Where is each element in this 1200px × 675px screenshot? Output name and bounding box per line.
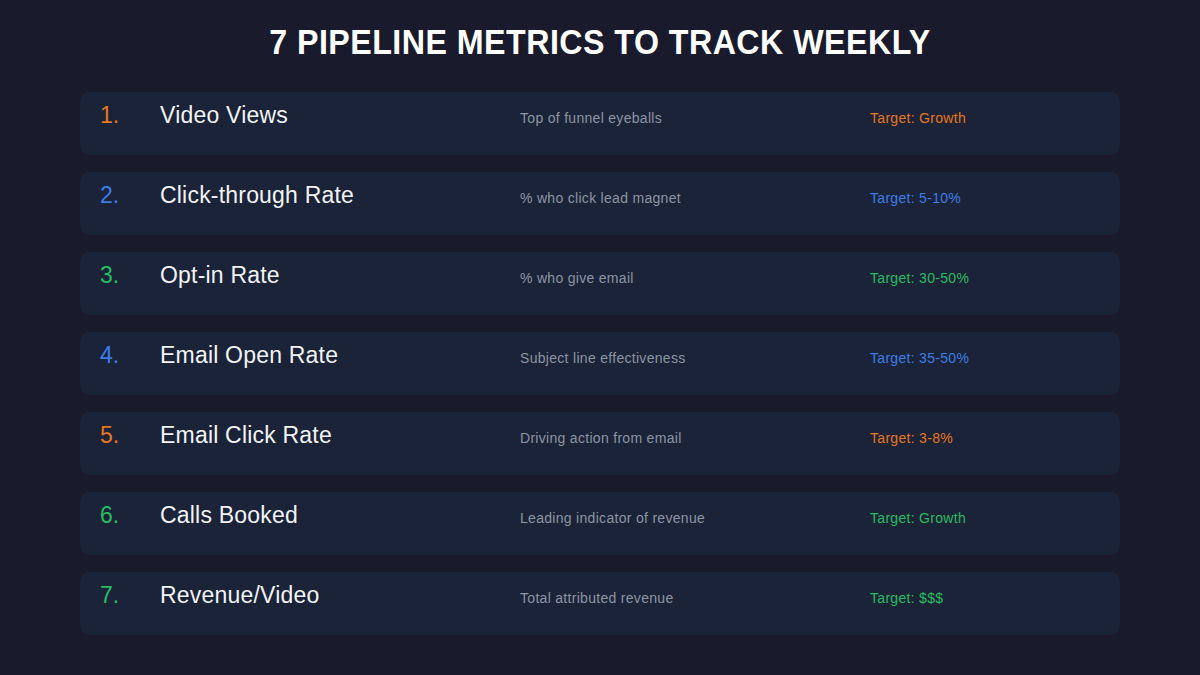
metric-number: 4. xyxy=(100,342,160,369)
metric-description: % who give email xyxy=(520,270,870,286)
metric-number: 5. xyxy=(100,422,160,449)
metric-description: Leading indicator of revenue xyxy=(520,510,870,526)
metric-number: 6. xyxy=(100,502,160,529)
metrics-list: 1. Video Views Top of funnel eyeballs Ta… xyxy=(80,92,1120,652)
metric-target: Target: 3-8% xyxy=(870,430,1120,446)
metric-row: 6. Calls Booked Leading indicator of rev… xyxy=(80,492,1120,555)
metric-target: Target: 5-10% xyxy=(870,190,1120,206)
metric-description: Top of funnel eyeballs xyxy=(520,110,870,126)
page-title: 7 PIPELINE METRICS TO TRACK WEEKLY xyxy=(48,22,1152,62)
metric-row: 2. Click-through Rate % who click lead m… xyxy=(80,172,1120,235)
metric-name: Video Views xyxy=(160,102,520,129)
metric-target: Target: 30-50% xyxy=(870,270,1120,286)
metric-row: 5. Email Click Rate Driving action from … xyxy=(80,412,1120,475)
metric-name: Click-through Rate xyxy=(160,182,520,209)
metric-number: 3. xyxy=(100,262,160,289)
metric-target: Target: Growth xyxy=(870,110,1120,126)
metric-name: Opt-in Rate xyxy=(160,262,520,289)
metric-name: Calls Booked xyxy=(160,502,520,529)
metric-description: % who click lead magnet xyxy=(520,190,870,206)
metric-number: 7. xyxy=(100,582,160,609)
metric-description: Subject line effectiveness xyxy=(520,350,870,366)
metric-row: 3. Opt-in Rate % who give email Target: … xyxy=(80,252,1120,315)
metric-name: Email Open Rate xyxy=(160,342,520,369)
metric-description: Total attributed revenue xyxy=(520,590,870,606)
slide: 7 PIPELINE METRICS TO TRACK WEEKLY 1. Vi… xyxy=(0,0,1200,675)
metric-row: 1. Video Views Top of funnel eyeballs Ta… xyxy=(80,92,1120,155)
metric-description: Driving action from email xyxy=(520,430,870,446)
metric-target: Target: 35-50% xyxy=(870,350,1120,366)
metric-number: 2. xyxy=(100,182,160,209)
metric-name: Email Click Rate xyxy=(160,422,520,449)
metric-row: 7. Revenue/Video Total attributed revenu… xyxy=(80,572,1120,635)
metric-row: 4. Email Open Rate Subject line effectiv… xyxy=(80,332,1120,395)
metric-name: Revenue/Video xyxy=(160,582,520,609)
metric-number: 1. xyxy=(100,102,160,129)
metric-target: Target: $$$ xyxy=(870,590,1120,606)
metric-target: Target: Growth xyxy=(870,510,1120,526)
